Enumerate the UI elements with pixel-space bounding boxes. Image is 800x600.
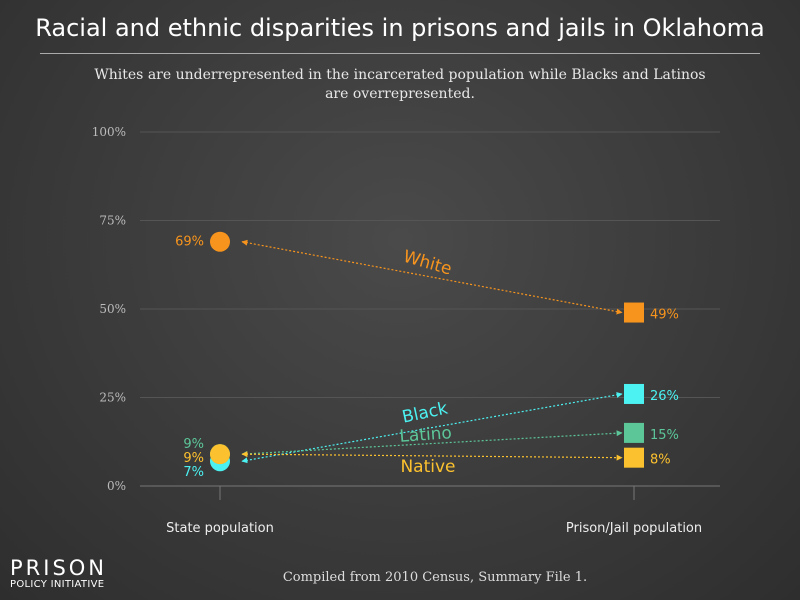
state-dot-white (210, 231, 230, 252)
connector-white (241, 239, 623, 315)
connector-native (241, 451, 623, 461)
prison-value-label: 49% (650, 308, 679, 323)
chart-title: Racial and ethnic disparities in prisons… (35, 14, 765, 42)
x-tick-label: State population (166, 521, 274, 536)
connector-latino (241, 430, 623, 457)
source-note: Compiled from 2010 Census, Summary File … (282, 570, 588, 585)
title-divider (40, 53, 760, 54)
series-name-native: Native (400, 457, 455, 477)
y-tick-label: 25% (99, 391, 126, 405)
logo: PRISON POLICY INITIATIVE (10, 557, 107, 590)
state-value-label: 69% (175, 235, 204, 250)
prison-value-label: 15% (650, 428, 679, 443)
logo-line1: PRISON (10, 556, 108, 580)
state-value-label: 9% (183, 437, 204, 452)
prison-square-white (624, 302, 644, 323)
y-tick-label: 50% (99, 302, 126, 316)
chart-subtitle: Whites are underrepresented in the incar… (94, 67, 706, 102)
series-name-white: White (401, 247, 454, 280)
y-tick-label: 75% (99, 214, 126, 228)
prison-value-label: 8% (650, 453, 671, 468)
state-value-label: 9% (183, 451, 204, 466)
prison-square-latino (624, 422, 644, 443)
prison-value-label: 26% (650, 389, 679, 404)
prison-square-black (624, 383, 644, 404)
state-dot-native (210, 444, 230, 465)
logo-line2: POLICY INITIATIVE (10, 579, 105, 590)
state-value-label: 7% (183, 465, 204, 480)
prison-square-native (624, 447, 644, 468)
y-tick-label: 100% (92, 125, 126, 139)
x-tick-label: Prison/Jail population (566, 521, 702, 536)
series-name-latino: Latino (399, 423, 453, 447)
y-tick-label: 0% (107, 479, 126, 493)
